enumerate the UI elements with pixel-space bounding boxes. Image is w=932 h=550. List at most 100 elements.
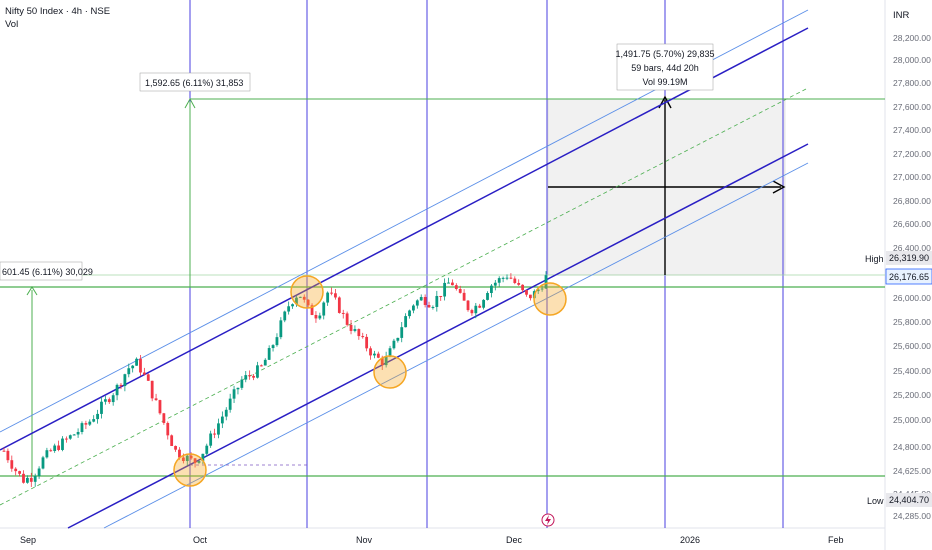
candle-body xyxy=(33,475,37,482)
candle-body xyxy=(384,356,388,366)
touch-marker xyxy=(173,453,207,487)
low-tag: Low 24,404.70 xyxy=(867,493,932,507)
candle-body xyxy=(529,294,532,299)
candle-body xyxy=(181,457,185,462)
price-tick: 25,800.00 xyxy=(893,317,931,327)
touch-marker xyxy=(290,275,324,309)
candle-body xyxy=(131,365,135,369)
candle-body xyxy=(213,433,216,435)
candle-body xyxy=(412,305,415,311)
candle-body xyxy=(146,374,150,381)
candle-body xyxy=(341,312,345,314)
candle-body xyxy=(287,306,291,312)
candle-body xyxy=(501,277,505,279)
candle-body xyxy=(92,419,96,422)
candle-body xyxy=(259,365,263,367)
candle-body xyxy=(291,304,294,307)
candle-body xyxy=(404,316,408,328)
candle-body xyxy=(139,358,142,373)
candle-body xyxy=(536,289,540,292)
measure-label-right: 1,491.75 (5.70%) 29,835 59 bars, 44d 20h… xyxy=(615,43,715,91)
candle-body xyxy=(415,300,419,306)
measure-label-middle: 1,592.65 (6.11%) 31,853 xyxy=(139,72,251,92)
candle-body xyxy=(521,284,525,291)
price-tick: 28,200.00 xyxy=(893,33,931,43)
measure-label-right-line2: 59 bars, 44d 20h xyxy=(631,63,699,73)
candle-body xyxy=(466,300,470,311)
candle-body xyxy=(263,359,267,366)
candle-body xyxy=(29,477,33,482)
price-axis[interactable]: 28,200.00 28,000.00 27,800.00 27,600.00 27,4… xyxy=(893,33,931,521)
candle-body xyxy=(170,435,174,446)
candle-body xyxy=(236,387,240,390)
time-tick: Dec xyxy=(506,535,523,545)
candle-body xyxy=(111,395,115,403)
price-tick: 27,000.00 xyxy=(893,172,931,182)
candle-body xyxy=(443,282,447,297)
parallel-channel[interactable] xyxy=(0,9,809,529)
candle-body xyxy=(267,348,271,360)
candle-body xyxy=(150,380,154,399)
time-tick: Nov xyxy=(356,535,373,545)
touch-markers xyxy=(173,275,567,487)
candle-body xyxy=(45,450,49,458)
price-tick: 24,800.00 xyxy=(893,442,931,452)
candle-body xyxy=(224,409,228,417)
candle-body xyxy=(119,384,123,387)
candle-body xyxy=(248,375,252,377)
event-lightning-icon[interactable] xyxy=(541,513,555,527)
candle-body xyxy=(88,421,92,425)
candle-body xyxy=(53,445,57,451)
high-value: 26,319.90 xyxy=(889,253,929,263)
candle-body xyxy=(49,450,53,452)
candle-body xyxy=(205,445,209,454)
measure-label-left-text: 601.45 (6.11%) 30,029 xyxy=(2,267,93,277)
candle-body xyxy=(185,455,189,462)
touch-marker xyxy=(533,282,567,316)
time-tick: 2026 xyxy=(680,535,700,545)
candle-body xyxy=(349,324,353,331)
candle-body xyxy=(279,320,283,338)
currency-label[interactable]: INR xyxy=(893,10,910,21)
candle-body xyxy=(115,384,119,396)
price-tick: 27,200.00 xyxy=(893,149,931,159)
channel-top xyxy=(0,27,809,451)
candle-body xyxy=(107,399,111,403)
price-tick: 27,400.00 xyxy=(893,125,931,135)
candle-body xyxy=(431,306,435,308)
candle-body xyxy=(162,413,166,423)
measure-arrows xyxy=(26,95,786,476)
candle-body xyxy=(275,337,279,346)
price-tick: 25,600.00 xyxy=(893,341,931,351)
time-axis[interactable]: Sep Oct Nov Dec 2026 Feb xyxy=(20,535,844,545)
candle-body xyxy=(505,277,509,279)
price-tick: 27,600.00 xyxy=(893,102,931,112)
candle-body xyxy=(380,357,384,366)
channel-midline xyxy=(0,87,809,506)
candle-body xyxy=(6,450,10,461)
candle-body xyxy=(240,379,244,388)
candle-body xyxy=(302,296,306,300)
candle-body xyxy=(61,438,64,450)
candle-body xyxy=(306,299,310,306)
candle-body xyxy=(451,282,454,286)
candle-body xyxy=(540,288,544,290)
candle-body xyxy=(142,372,146,375)
price-tick: 25,400.00 xyxy=(893,366,931,376)
candle-body xyxy=(447,282,450,284)
candle-body xyxy=(376,353,380,358)
candle-body xyxy=(127,368,131,375)
candle-body xyxy=(123,374,127,387)
candle-body xyxy=(80,423,84,432)
candle-body xyxy=(373,353,376,356)
candle-body xyxy=(493,282,497,286)
candle-body xyxy=(154,398,158,401)
candle-body xyxy=(435,295,439,307)
candle-body xyxy=(474,305,478,314)
candle-body xyxy=(400,327,404,338)
candle-body xyxy=(41,457,45,469)
last-price-tag: 26,176.65 xyxy=(885,268,932,285)
candle-body xyxy=(408,310,411,317)
candles-group xyxy=(2,271,548,487)
